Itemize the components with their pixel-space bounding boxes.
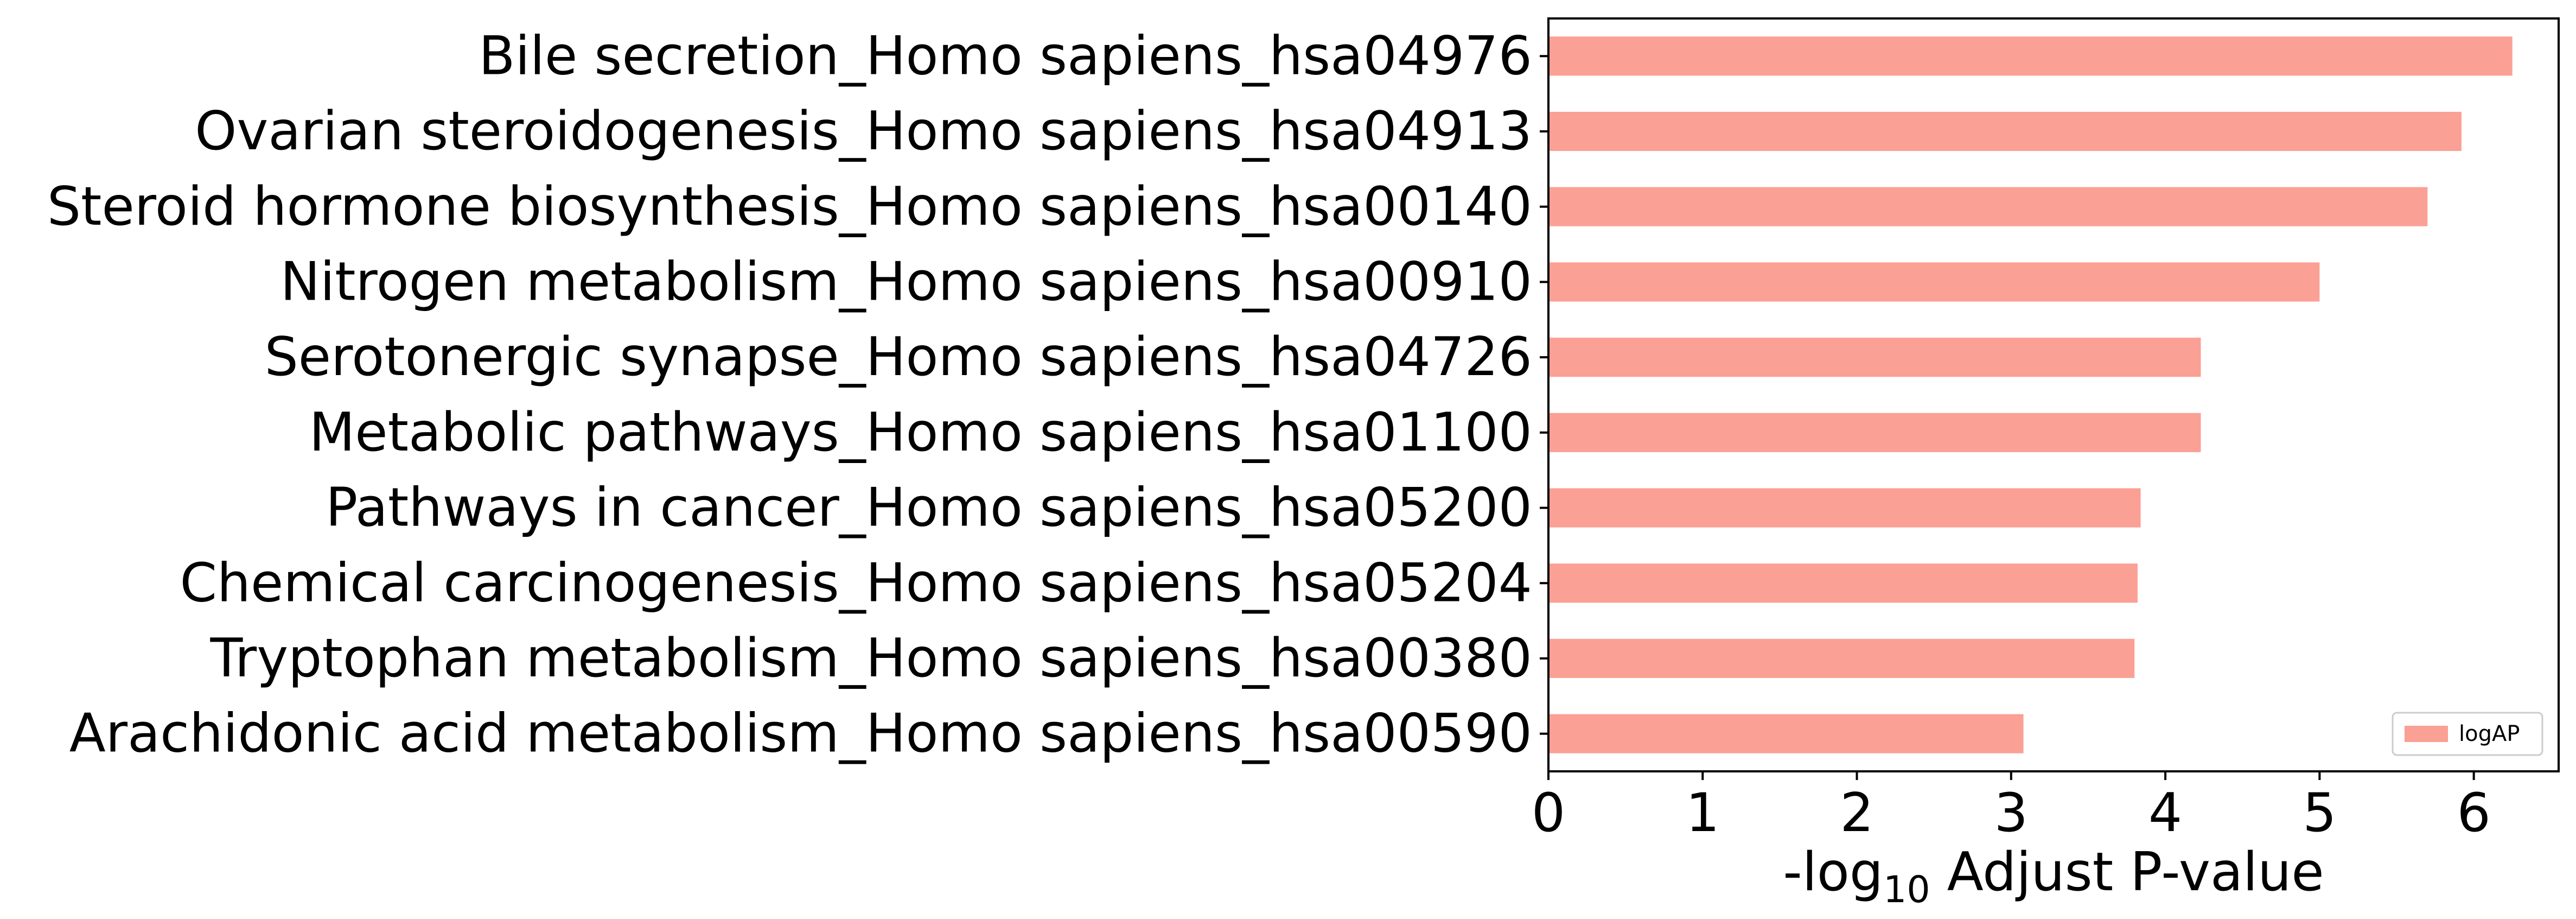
- x-tick-label-3: 3: [1994, 782, 2028, 844]
- bar-8: [1548, 563, 2138, 603]
- bar-1: [1548, 36, 2513, 76]
- category-label-10: Arachidonic acid metabolism_Homo sapiens…: [69, 703, 1532, 765]
- legend-swatch-1: [2405, 726, 2448, 742]
- category-label-1: Bile secretion_Homo sapiens_hsa04976: [479, 25, 1532, 87]
- x-axis-title-suffix: Adjust P-value: [1930, 841, 2324, 903]
- category-label-6: Metabolic pathways_Homo sapiens_hsa01100: [309, 402, 1532, 464]
- bar-2: [1548, 111, 2462, 151]
- category-label-2: Ovarian steroidogenesis_Homo sapiens_hsa…: [195, 100, 1532, 162]
- plot-frame: [1547, 17, 2560, 772]
- category-label-9: Tryptophan metabolism_Homo sapiens_hsa00…: [209, 628, 1532, 689]
- bars-group: [1548, 36, 2513, 753]
- category-label-4: Nitrogen metabolism_Homo sapiens_hsa0091…: [280, 251, 1532, 313]
- category-label-5: Serotonergic synapse_Homo sapiens_hsa047…: [265, 326, 1532, 388]
- bar-10: [1548, 714, 2024, 753]
- bar-5: [1548, 338, 2201, 377]
- bar-7: [1548, 488, 2141, 528]
- bar-4: [1548, 262, 2320, 302]
- x-axis-title: -log10 Adjust P-value: [1783, 841, 2324, 911]
- x-tick-label-1: 1: [1686, 782, 1719, 844]
- x-tick-label-4: 4: [2148, 782, 2182, 844]
- x-axis-title-subscript: 10: [1883, 869, 1930, 911]
- x-tick-label-0: 0: [1532, 782, 1565, 844]
- x-axis-ticks: 0 1 2 3 4 5 6: [1532, 771, 2491, 844]
- x-tick-label-5: 5: [2303, 782, 2336, 844]
- category-label-3: Steroid hormone biosynthesis_Homo sapien…: [47, 176, 1532, 238]
- bar-9: [1548, 638, 2135, 679]
- category-label-8: Chemical carcinogenesis_Homo sapiens_hsa…: [180, 552, 1532, 614]
- legend-label-1: logAP: [2459, 721, 2520, 746]
- bar-6: [1548, 413, 2201, 452]
- x-tick-label-6: 6: [2457, 782, 2490, 844]
- x-tick-label-2: 2: [1840, 782, 1873, 844]
- x-axis-title-prefix: -log: [1783, 841, 1883, 903]
- bar-3: [1548, 187, 2428, 226]
- category-labels: Bile secretion_Homo sapiens_hsa04976 Ovar…: [47, 25, 1548, 765]
- legend-box: [2392, 712, 2543, 756]
- legend: logAP: [2392, 712, 2543, 756]
- category-label-7: Pathways in cancer_Homo sapiens_hsa05200: [326, 477, 1532, 539]
